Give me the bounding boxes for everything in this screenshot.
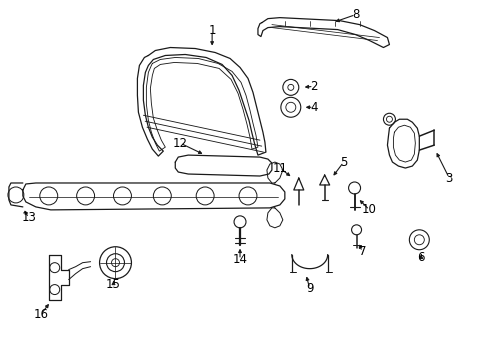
Text: 6: 6: [417, 251, 424, 264]
Text: 2: 2: [309, 80, 317, 93]
Text: 1: 1: [208, 24, 215, 37]
Text: 7: 7: [358, 245, 366, 258]
Text: 8: 8: [351, 8, 359, 21]
Text: 12: 12: [172, 137, 187, 150]
Text: 3: 3: [445, 171, 452, 185]
Text: 14: 14: [232, 253, 247, 266]
Text: 13: 13: [21, 211, 36, 224]
Text: 10: 10: [361, 203, 376, 216]
Text: 4: 4: [309, 101, 317, 114]
Text: 16: 16: [33, 308, 48, 321]
Text: 9: 9: [305, 282, 313, 295]
Text: 15: 15: [106, 278, 121, 291]
Text: 5: 5: [339, 156, 346, 168]
Text: 11: 11: [272, 162, 287, 175]
